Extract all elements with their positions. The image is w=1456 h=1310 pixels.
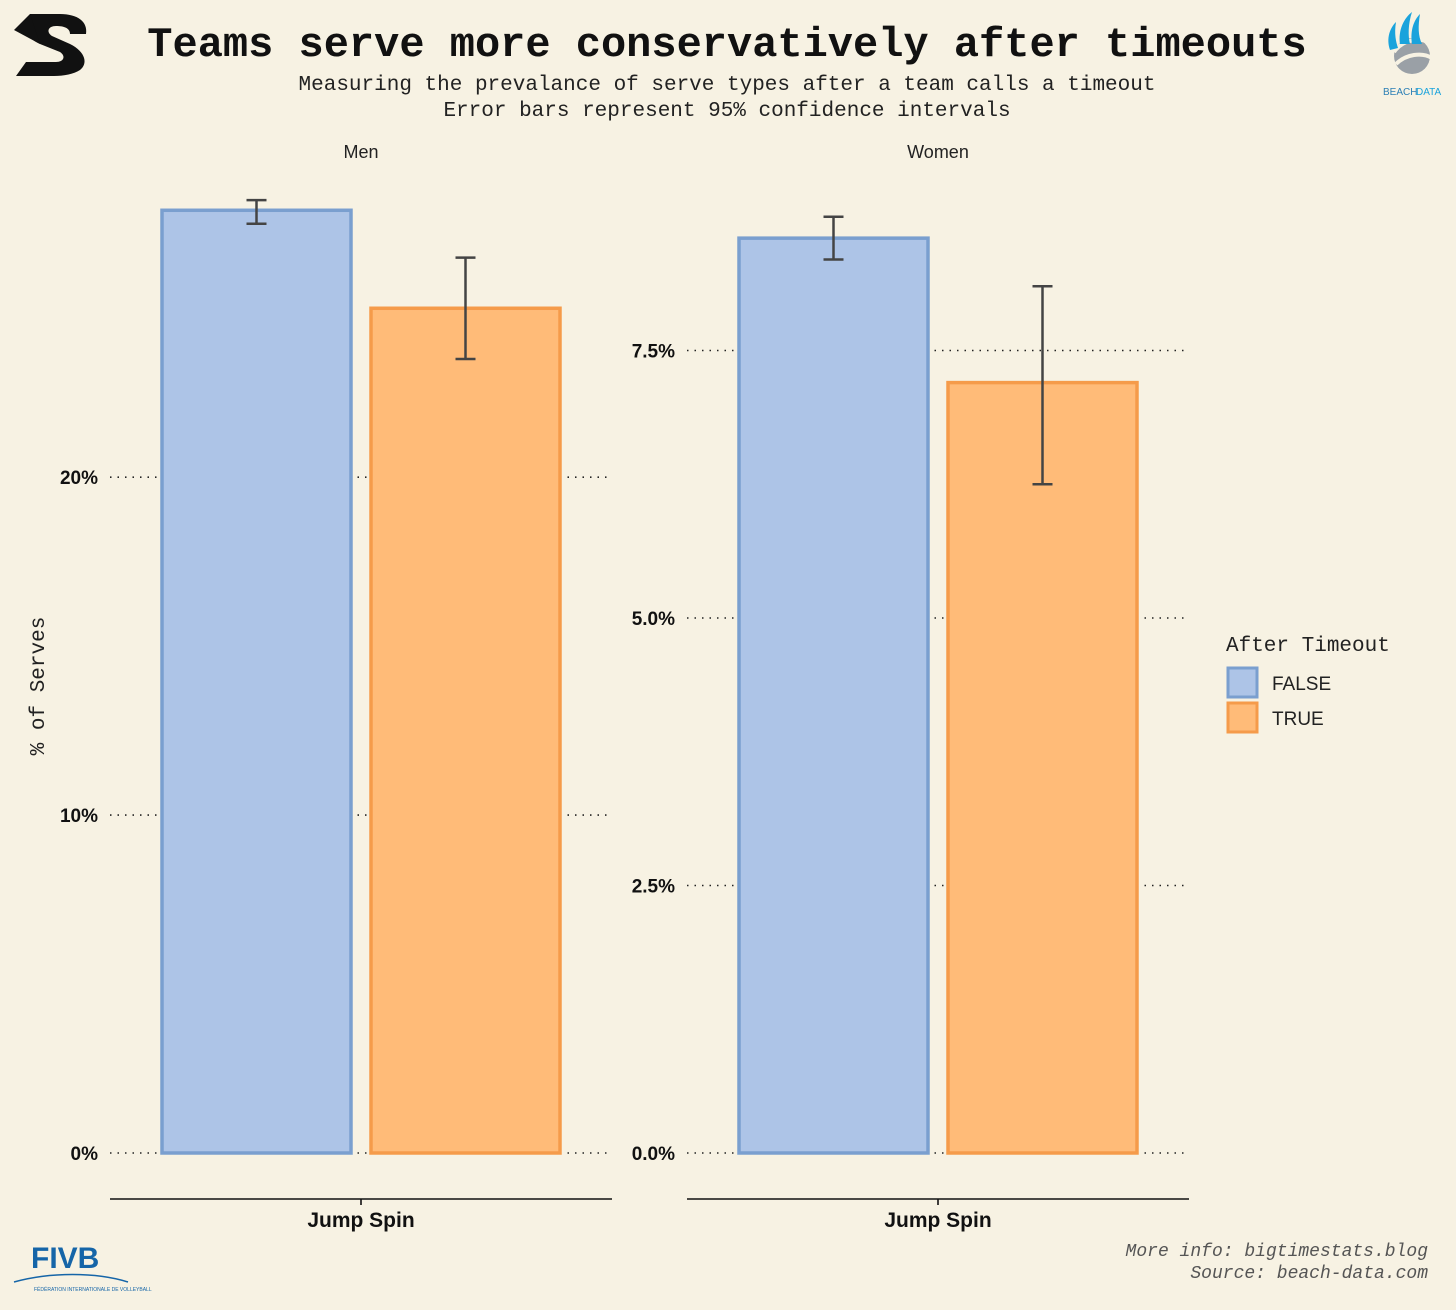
x-tick-label: Jump Spin bbox=[307, 1209, 414, 1232]
chart-subtitle-line1: Measuring the prevalance of serve types … bbox=[299, 74, 1156, 97]
y-tick-label: 5.0% bbox=[632, 609, 675, 630]
beach-data-logo: BEACH DATA bbox=[1383, 12, 1442, 98]
legend-swatch-false bbox=[1226, 666, 1259, 699]
legend-title: After Timeout bbox=[1226, 635, 1390, 658]
errorbar-men-true bbox=[455, 256, 476, 361]
facet-label-women: Women bbox=[907, 142, 969, 162]
y-axis-label: % of Serves bbox=[28, 617, 51, 756]
fivb-logo: FIVB FÉDÉRATION INTERNATIONALE DE VOLLEY… bbox=[13, 1242, 152, 1293]
facet-label-men: Men bbox=[343, 142, 378, 162]
errorbar-men-false bbox=[246, 198, 267, 226]
chart-subtitle-line2: Error bars represent 95% confidence inte… bbox=[443, 100, 1010, 123]
errorbar-women-false bbox=[823, 215, 844, 261]
facet-women: Women 0.0% 2.5% 5.0% 7.5% Jump Spin bbox=[632, 142, 1189, 1232]
bar-women-false bbox=[737, 236, 930, 1155]
y-tick-label: 10% bbox=[60, 806, 98, 827]
errorbar-women-true bbox=[1032, 285, 1053, 486]
bigtimestats-logo bbox=[14, 14, 87, 76]
y-tick-label: 20% bbox=[60, 468, 98, 489]
chart-title: Teams serve more conservatively after ti… bbox=[147, 21, 1306, 69]
y-tick-label: 0.0% bbox=[632, 1144, 675, 1165]
bar-men-false bbox=[160, 208, 353, 1155]
bar-women-true bbox=[946, 380, 1139, 1155]
fivb-logo-text: FIVB bbox=[31, 1242, 99, 1275]
legend-label-false: FALSE bbox=[1272, 674, 1331, 695]
facet-men: Men 0% 10% 20% Jump Spin bbox=[60, 142, 612, 1232]
legend: After Timeout FALSE TRUE bbox=[1226, 635, 1390, 734]
x-tick-label: Jump Spin bbox=[884, 1209, 991, 1232]
fivb-logo-subtext: FÉDÉRATION INTERNATIONALE DE VOLLEYBALL bbox=[34, 1286, 152, 1293]
footer-more-info: More info: bigtimestats.blog bbox=[1126, 1242, 1429, 1262]
y-tick-label: 2.5% bbox=[632, 877, 675, 898]
y-tick-label: 0% bbox=[71, 1144, 99, 1165]
footer-source: Source: beach-data.com bbox=[1190, 1264, 1428, 1284]
legend-label-true: TRUE bbox=[1272, 709, 1324, 730]
beach-data-text-a: BEACH bbox=[1383, 87, 1417, 98]
bar-men-true bbox=[369, 306, 562, 1155]
y-tick-label: 7.5% bbox=[632, 342, 675, 363]
beach-data-text-b: DATA bbox=[1416, 87, 1442, 98]
legend-swatch-true bbox=[1226, 701, 1259, 734]
